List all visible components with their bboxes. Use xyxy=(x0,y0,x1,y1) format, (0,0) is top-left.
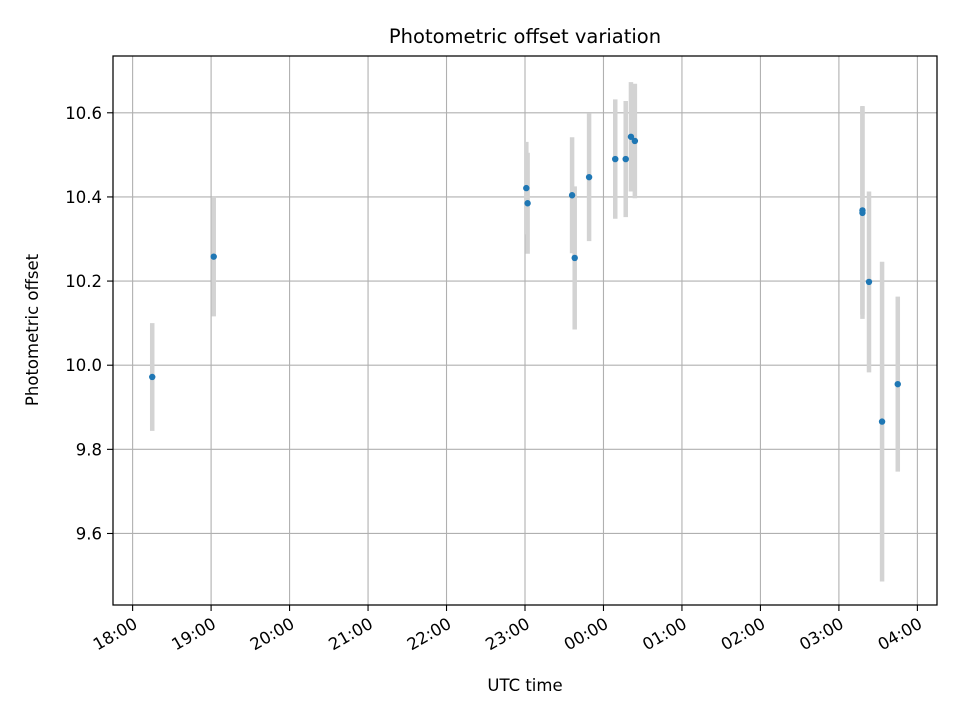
data-point xyxy=(585,173,593,181)
y-axis-ticks: 9.6 9.8 10.0 10.2 10.4 10.6 xyxy=(65,104,113,543)
data-point xyxy=(210,253,217,260)
y-tick-label: 10.2 xyxy=(65,272,102,291)
data-point xyxy=(568,192,576,199)
data-point xyxy=(571,254,578,262)
data-point xyxy=(631,137,639,145)
data-point xyxy=(622,155,629,163)
data-points xyxy=(149,133,901,425)
x-axis-title: UTC time xyxy=(487,676,562,695)
data-point xyxy=(627,133,635,140)
data-point xyxy=(878,418,886,425)
data-point xyxy=(612,155,619,163)
data-point xyxy=(894,380,901,388)
y-tick-label: 10.6 xyxy=(65,104,102,123)
data-point xyxy=(865,278,873,286)
y-tick-label: 10.0 xyxy=(65,356,102,375)
y-tick-label: 9.8 xyxy=(76,440,102,459)
y-tick-label: 9.6 xyxy=(76,524,102,543)
data-point xyxy=(149,373,156,381)
data-point xyxy=(523,184,530,192)
data-point xyxy=(524,200,531,207)
y-axis-title: Photometric offset xyxy=(23,253,42,406)
data-point xyxy=(859,209,866,217)
y-tick-label: 10.4 xyxy=(65,188,102,207)
chart-title: Photometric offset variation xyxy=(389,25,661,48)
